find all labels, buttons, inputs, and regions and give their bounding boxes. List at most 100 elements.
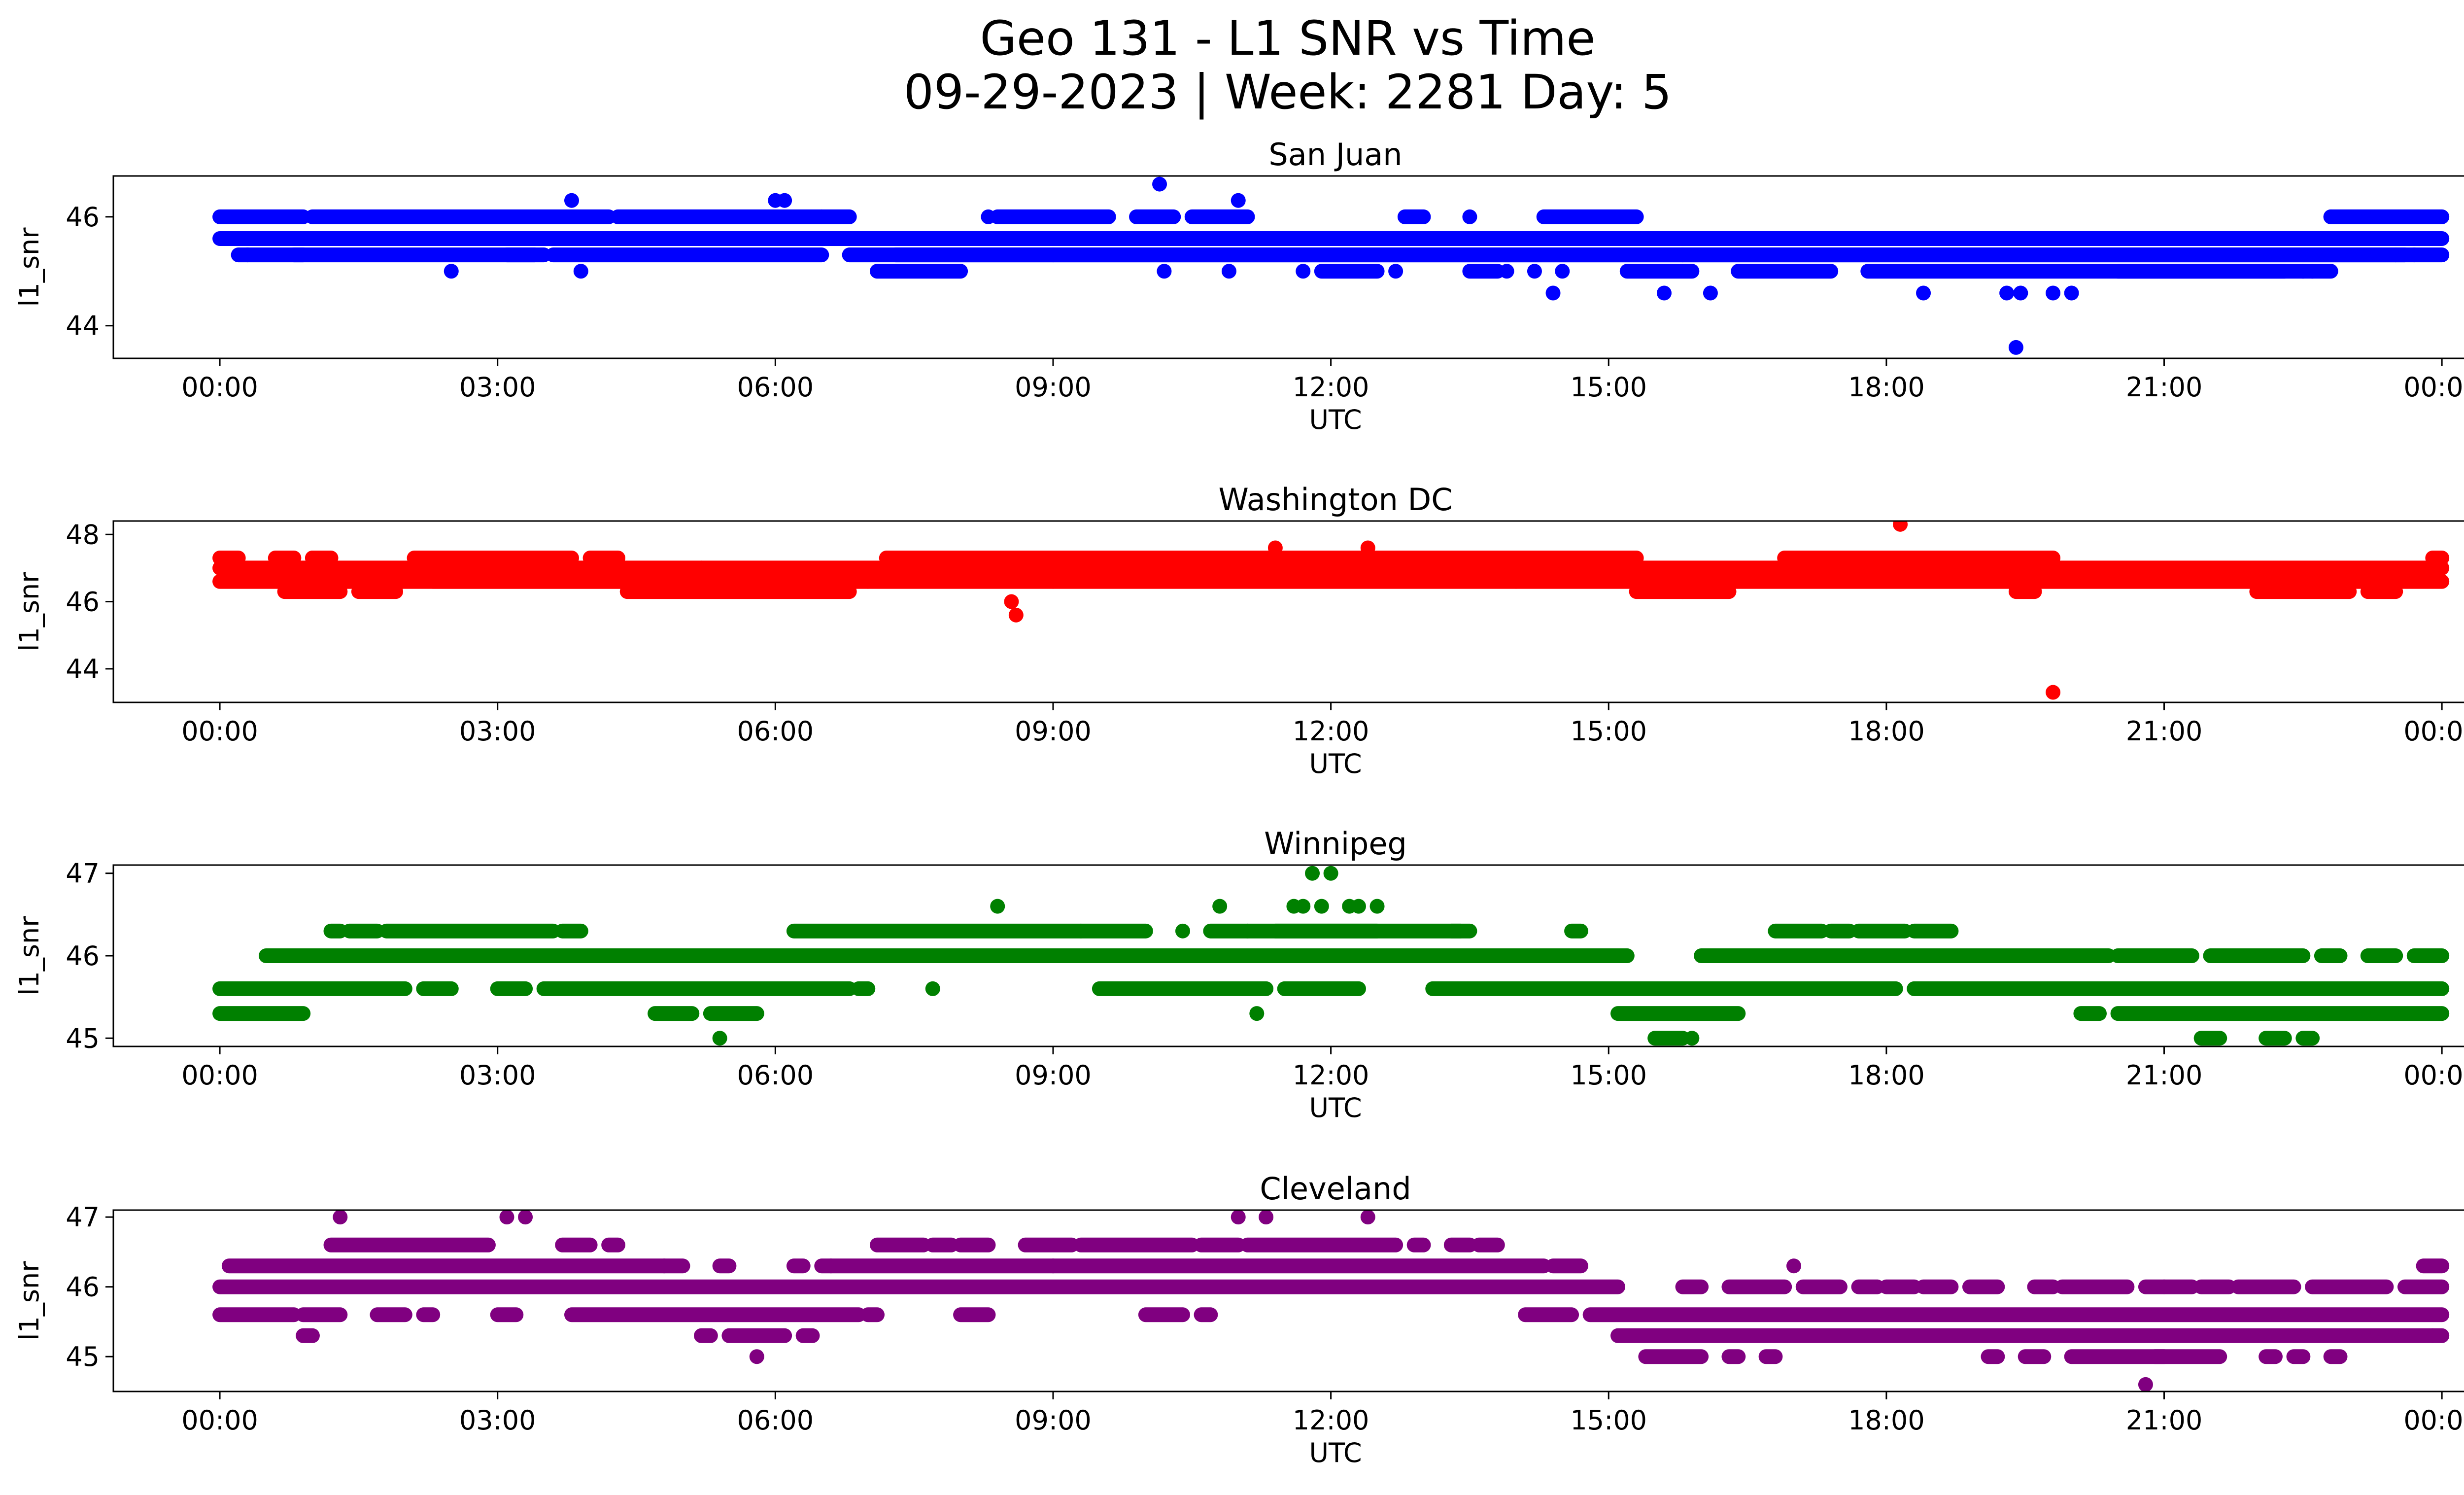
data-point-run bbox=[212, 1307, 302, 1322]
axes-frame bbox=[112, 1209, 2464, 1392]
data-point-run bbox=[1823, 923, 1857, 939]
data-point bbox=[1259, 1210, 1274, 1225]
data-point bbox=[1786, 1258, 1801, 1274]
data-point bbox=[925, 981, 940, 996]
data-point bbox=[1703, 285, 1718, 301]
panel-title: Washington DC bbox=[1218, 482, 1452, 518]
data-point bbox=[2305, 264, 2320, 279]
data-point-run bbox=[416, 981, 459, 996]
data-point-run bbox=[1194, 1307, 1218, 1322]
data-point-run bbox=[1397, 209, 1431, 224]
data-point-run bbox=[490, 981, 533, 996]
data-point-run bbox=[1758, 1349, 1783, 1364]
data-point-run bbox=[2193, 1279, 2237, 1294]
data-point-run bbox=[1721, 1279, 1792, 1294]
data-point bbox=[1231, 1210, 1246, 1225]
data-point-run bbox=[1073, 1237, 1199, 1252]
data-point-run bbox=[212, 1279, 1626, 1294]
data-point bbox=[749, 1349, 764, 1364]
data-point-run bbox=[342, 923, 385, 939]
x-tick-label: 18:00 bbox=[1848, 372, 1925, 403]
data-point-run bbox=[1129, 209, 1181, 224]
data-point-run bbox=[564, 1307, 866, 1322]
data-point bbox=[1388, 264, 1403, 279]
x-tick-label: 09:00 bbox=[1015, 1405, 1092, 1436]
data-point bbox=[1656, 285, 1672, 301]
data-point-run bbox=[2064, 1349, 2172, 1364]
data-point-run bbox=[1267, 923, 1477, 939]
data-point-run bbox=[1406, 1237, 1431, 1252]
data-point bbox=[1212, 899, 1228, 914]
data-point-run bbox=[425, 574, 672, 589]
x-axis-label: UTC bbox=[1309, 1092, 1362, 1123]
data-point-run bbox=[1647, 1031, 1690, 1046]
x-tick-label: 15:00 bbox=[1570, 1405, 1647, 1436]
data-point-run bbox=[1916, 1279, 1959, 1294]
x-tick-label: 18:00 bbox=[1848, 1405, 1925, 1436]
data-point-run bbox=[2259, 1349, 2283, 1364]
data-point-run bbox=[1138, 1307, 1190, 1322]
data-point-run bbox=[212, 560, 2450, 576]
data-point-run bbox=[1462, 264, 1505, 279]
y-tick-label: 46 bbox=[66, 940, 100, 972]
data-point-run bbox=[1907, 981, 2450, 996]
x-tick-label: 06:00 bbox=[737, 372, 814, 403]
data-point bbox=[1360, 540, 1375, 556]
panel-0: San Juan 00:00 03:00 06:00 09:00 12:00 15:00 18… bbox=[14, 137, 2464, 435]
x-axis-label: UTC bbox=[1309, 1437, 1362, 1468]
data-point-run bbox=[1545, 1258, 1588, 1274]
data-point-run bbox=[1879, 1279, 1922, 1294]
data-point-run bbox=[860, 574, 1061, 589]
data-point-run bbox=[536, 981, 857, 996]
data-point-run bbox=[2110, 1006, 2450, 1021]
data-point bbox=[1916, 285, 1931, 301]
data-point-run bbox=[2286, 1349, 2311, 1364]
data-point bbox=[1684, 1031, 1700, 1046]
data-point-run bbox=[259, 948, 1635, 963]
figure-title-line1: Geo 131 - L1 SNR vs Time bbox=[980, 11, 1596, 66]
y-axis-label: l1_snr bbox=[14, 227, 45, 307]
data-point-run bbox=[2314, 948, 2348, 963]
panel-title: Cleveland bbox=[1260, 1171, 1411, 1207]
data-point-run bbox=[1518, 1307, 1579, 1322]
data-point-run bbox=[379, 923, 561, 939]
x-tick-label: 00:00 bbox=[2403, 1060, 2464, 1091]
data-point-run bbox=[2295, 1031, 2320, 1046]
x-axis-label: UTC bbox=[1309, 748, 1362, 779]
data-point-run bbox=[1610, 1328, 2450, 1343]
data-point-run bbox=[1045, 247, 1690, 263]
data-point-run bbox=[2054, 1279, 2135, 1294]
data-point-run bbox=[370, 1307, 412, 1322]
data-point-run bbox=[305, 209, 616, 224]
data-point-run bbox=[2323, 1349, 2348, 1364]
x-tick-label: 06:00 bbox=[737, 1060, 814, 1091]
data-point-run bbox=[795, 1328, 820, 1343]
data-point-run bbox=[870, 264, 968, 279]
data-point-run bbox=[1721, 1349, 1746, 1364]
x-tick-label: 15:00 bbox=[1570, 372, 1647, 403]
data-point-run bbox=[1277, 981, 1366, 996]
data-point-run bbox=[870, 1237, 931, 1252]
x-tick-label: 00:00 bbox=[2403, 716, 2464, 747]
data-point bbox=[1893, 521, 1908, 532]
panel-title: Winnipeg bbox=[1264, 826, 1407, 862]
y-axis-label: l1_snr bbox=[14, 916, 45, 996]
data-point bbox=[1527, 264, 1542, 279]
data-point bbox=[240, 247, 255, 263]
data-point bbox=[981, 209, 996, 224]
data-point-run bbox=[1240, 1237, 1403, 1252]
data-point-run bbox=[2360, 584, 2403, 599]
data-point-run bbox=[286, 247, 542, 263]
data-point-run bbox=[2305, 1279, 2394, 1294]
data-point-run bbox=[1851, 923, 1913, 939]
data-marks bbox=[212, 176, 2450, 355]
data-point-run bbox=[2147, 1349, 2227, 1364]
data-point-run bbox=[1610, 1006, 1746, 1021]
x-tick-label: 03:00 bbox=[459, 716, 536, 747]
data-marks bbox=[212, 521, 2450, 700]
x-tick-label: 00:00 bbox=[181, 1405, 258, 1436]
data-point bbox=[499, 1210, 514, 1225]
data-point bbox=[1545, 285, 1561, 301]
data-point-run bbox=[2156, 1279, 2199, 1294]
panel-3: Cleveland 00:00 03:00 06:00 09:00 12:00 15:00 1… bbox=[14, 1171, 2464, 1468]
